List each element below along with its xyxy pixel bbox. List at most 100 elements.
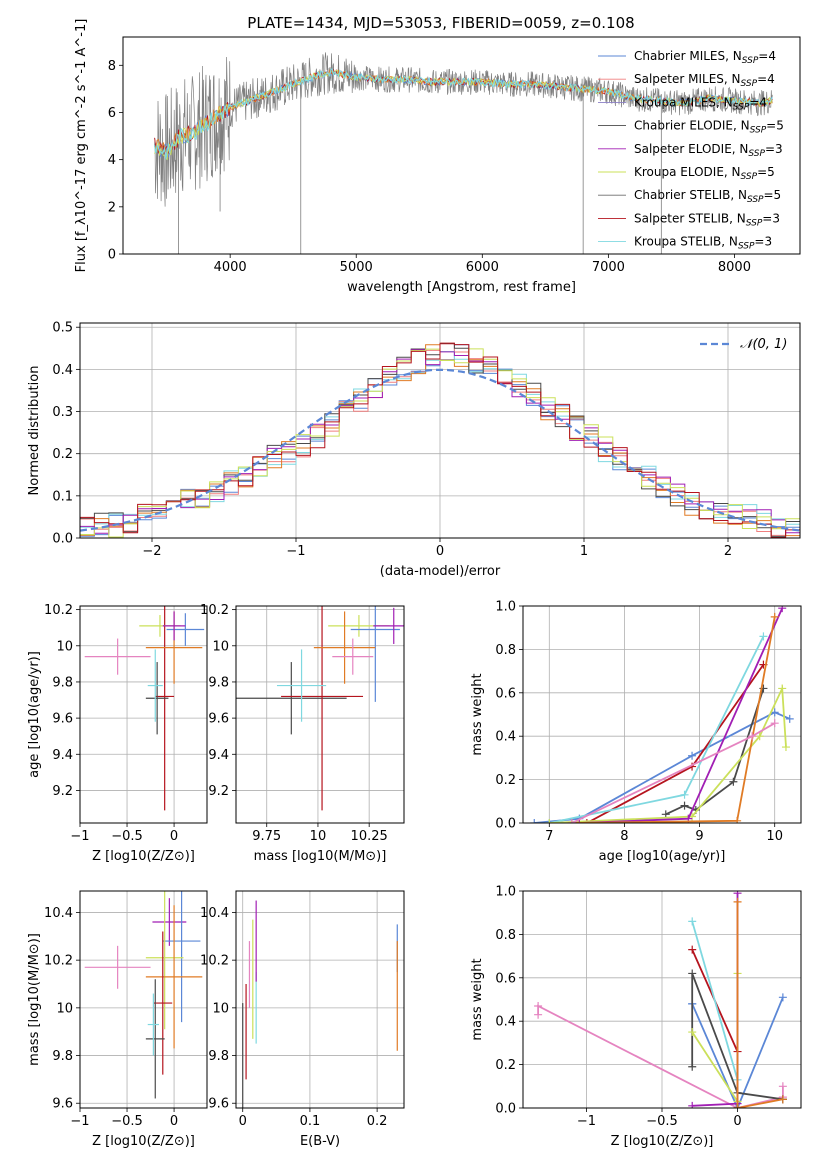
errorbar-point-kroupa_elodie [145,891,184,1030]
mass-weight-marker [733,816,742,823]
mass-weight-marker [688,945,697,954]
y-tick-label: 0.0 [52,532,73,547]
mass_vs_Z-ylabel: mass [log10(M/M⊙)] [27,933,42,1066]
mass-weight-marker [755,732,764,741]
residuals-xlabel: (data-model)/error [380,564,501,579]
mass-weight-line-chabrier_miles [534,711,791,823]
mass_weight_vs_age-ylabel: mass weight [470,673,485,755]
spectrum-ylabel: Flux [f_λ10^-17 erg cm^-2 s^-1 A^-1] [74,19,89,273]
mass-weight-line-orange [571,616,776,823]
y-tick-label: 10 [56,639,73,654]
errorbar-point-kroupa_stelib [276,649,327,722]
mass-weight-marker [733,891,742,898]
mass-weight-line-chabrier_miles [691,996,784,1108]
mass-weight-marker [778,1095,787,1104]
residual-histogram-salpeter_stelib [80,343,800,538]
legend-label: Chabrier STELIB, NSSP=5 [634,188,781,205]
mass-weight-marker [688,1101,697,1108]
legend-label: 𝒩(0, 1) [740,337,787,352]
y-tick-label: 1.0 [495,885,516,900]
errorbar-point-salpeter_stelib [281,606,364,811]
observed-spectrum [154,52,773,207]
errorbar-point-chabrier_miles [162,891,201,1023]
age_vs_mass-plot-area [236,606,404,811]
residuals-frame [79,322,801,539]
y-tick-label: 10.4 [200,906,229,921]
residuals-plot-area [80,342,800,538]
y-tick-label: 10 [212,1001,229,1016]
y-tick-label: 10.2 [44,954,73,969]
x-tick-label: 7000 [592,260,625,275]
x-tick-label: 0 [170,1114,178,1129]
x-tick-label: −0.5 [646,1114,678,1129]
x-tick-label: 0.2 [367,1114,388,1129]
x-tick-label: −1 [70,829,89,844]
y-tick-label: 10.2 [200,954,229,969]
spectrum-xlabel: wavelength [Angstrom, rest frame] [347,280,576,295]
y-tick-label: 9.2 [52,784,73,799]
x-tick-label: 8000 [718,260,751,275]
x-tick-label: 0 [733,1114,741,1129]
y-tick-label: 9.4 [52,748,73,763]
mass_vs_Z-frame [79,890,208,1109]
y-tick-label: 9.6 [208,1097,229,1112]
y-tick-label: 9.8 [208,1049,229,1064]
mass-weight-line-salpeter_elodie [579,607,784,823]
errorbar-point-orange [145,905,203,1049]
y-tick-label: 9.6 [52,712,73,727]
y-tick-label: 0.4 [495,730,516,745]
mass_weight_vs_age-panel: 7 8 9 10 0.0 0.2 0.4 0.6 0.8 1.0 age [log10(age/yr… [470,600,802,864]
residuals-ylabel: Normed distribution [27,366,42,496]
x-tick-label: 10 [310,829,327,844]
errorbar-point-chabrier_elodie [145,662,169,735]
y-tick-label: 8 [108,59,116,74]
mass-weight-line-pink [571,722,776,823]
y-tick-label: 0.8 [495,643,516,658]
spectrum-frame [122,36,801,255]
y-tick-label: 9.8 [52,675,73,690]
legend-label: Salpeter ELODIE, NSSP=3 [634,142,783,159]
x-tick-label: 0 [170,829,178,844]
mass_vs_ebv-grid [236,891,404,1108]
mass-weight-marker [770,708,779,717]
mass_weight_vs_Z-frame [522,890,802,1109]
mass-weight-line-kroupa_elodie [549,684,787,823]
x-tick-label: 10.25 [351,829,388,844]
y-tick-label: 0.8 [495,928,516,943]
y-tick-label: 10.2 [44,603,73,618]
y-tick-label: 0.1 [52,489,73,504]
legend-label: Salpeter MILES, NSSP=4 [634,72,775,89]
errorbar-point-salpeter_stelib [155,606,175,811]
y-tick-label: 0.6 [495,971,516,986]
legend-label: Kroupa ELODIE, NSSP=5 [634,165,775,182]
legend-label: Chabrier MILES, NSSP=4 [634,49,776,66]
errorbar-point-orange [313,611,376,684]
age_vs_mass-frame [235,605,405,824]
errorbar-point-salpeter_elodie [373,607,404,644]
mass_weight_vs_Z-ylabel: mass weight [470,958,485,1040]
y-tick-label: 9.8 [208,675,229,690]
x-tick-label: 5000 [340,260,373,275]
legend-label: Salpeter STELIB, NSSP=3 [634,211,780,228]
y-tick-label: 0.2 [495,773,516,788]
y-tick-label: 10.2 [200,603,229,618]
y-tick-label: 4 [108,153,116,168]
normal-distribution-curve [80,368,800,532]
spectrum-legend: Chabrier MILES, NSSP=4 Salpeter MILES, NS… [598,49,784,252]
y-tick-label: 0.3 [52,405,73,420]
x-tick-label: −1 [70,1114,89,1129]
x-tick-label: −0.5 [111,1114,143,1129]
errorbar-point-chabrier_miles [166,613,205,646]
mass_weight_vs_age-plot-area [530,606,794,823]
x-tick-label: 2 [724,544,732,559]
mass_vs_Z-plot-area [84,891,203,1099]
x-tick-label: 6000 [466,260,499,275]
y-tick-label: 9.4 [208,748,229,763]
y-tick-label: 10.4 [44,906,73,921]
mass_weight_vs_age-frame [522,605,802,824]
y-tick-label: 0.0 [495,1102,516,1117]
x-tick-label: 9 [695,829,703,844]
age_vs_mass-xlabel: mass [log10(M/M⊙)] [254,849,387,864]
age_vs_Z-xlabel: Z [log10(Z/Z⊙)] [92,849,195,864]
